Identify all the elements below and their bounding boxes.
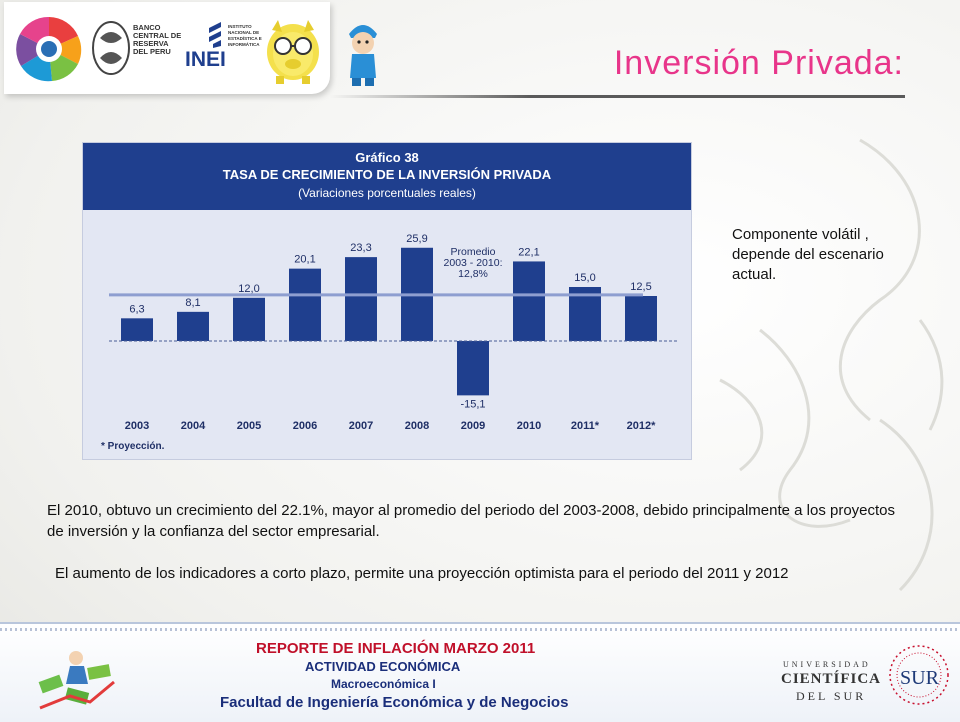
chart-value-label: 23,3 — [350, 242, 371, 254]
investment-growth-chart: Gráfico 38 TASA DE CRECIMIENTO DE LA INV… — [82, 142, 692, 460]
chart-bar — [625, 296, 657, 341]
chart-bar — [289, 268, 321, 341]
inei-mark-icon — [209, 22, 221, 48]
university-seal-icon — [889, 645, 949, 705]
chart-value-label: 22,1 — [518, 246, 539, 258]
footer-report-title: REPORTE DE INFLACIÓN MARZO 2011 — [256, 640, 536, 657]
footer-pattern — [0, 628, 960, 631]
page-title: Inversión Privada: — [613, 44, 904, 82]
chart-category-label: 2007 — [349, 420, 373, 432]
side-note: Componente volátil , depende del escenar… — [732, 226, 884, 283]
footer-section: ACTIVIDAD ECONÓMICA — [305, 659, 461, 674]
chart-subtitle: (Variaciones porcentuales reales) — [298, 186, 476, 200]
chart-average-annotation: Promedio — [451, 246, 496, 258]
chart-bar — [457, 341, 489, 396]
chart-category-label: 2004 — [181, 420, 206, 432]
chart-bar — [233, 297, 265, 341]
university-name: CIENTÍFICA — [781, 671, 882, 687]
chart-number-label: Gráfico 38 — [355, 150, 419, 165]
inei-logo-text: INEI — [185, 48, 226, 71]
chart-value-label: 25,9 — [406, 233, 427, 245]
chart-plot: 6,3 2003 8,1 2004 12,0 2005 20,1 2006 23,3 2007 25… — [101, 233, 677, 452]
inei-subtitle: INSTITUTO NACIONAL DE ESTADÍSTICA E INFO… — [228, 24, 262, 47]
chart-footnote: * Proyección. — [101, 441, 165, 452]
chart-average-annotation: 2003 - 2010: — [444, 257, 503, 269]
chart-value-label: 15,0 — [574, 272, 595, 284]
chart-category-label: 2012* — [627, 420, 656, 432]
chart-category-label: 2009 — [461, 420, 485, 432]
chart-bar — [513, 261, 545, 341]
chart-category-label: 2003 — [125, 420, 149, 432]
footer-faculty: Facultad de Ingeniería Económica y de Ne… — [220, 694, 569, 711]
piggy-bank-icon — [267, 20, 319, 84]
chart-average-annotation: 12,8% — [458, 268, 488, 280]
paragraph-2010-growth: El 2010, obtuvo un crecimiento del 22.1%… — [47, 502, 896, 540]
chart-category-label: 2005 — [237, 420, 261, 432]
colorful-logo — [16, 16, 82, 82]
university-badge-text: SUR — [900, 667, 939, 689]
bcrp-logo-text: BANCO CENTRAL DE RESERVA DEL PERU — [133, 23, 182, 56]
chart-category-label: 2011* — [571, 420, 600, 432]
chart-category-label: 2010 — [517, 420, 541, 432]
chart-category-label: 2008 — [405, 420, 429, 432]
economy-illustration-icon — [38, 651, 115, 710]
bcrp-seal-icon — [92, 21, 130, 75]
chart-bar — [177, 311, 209, 341]
chart-category-label: 2006 — [293, 420, 317, 432]
chart-bar — [345, 257, 377, 341]
chart-value-label: 6,3 — [129, 303, 144, 315]
chart-value-label: -15,1 — [460, 398, 485, 410]
chart-value-label: 8,1 — [185, 297, 200, 309]
chart-value-label: 12,0 — [238, 283, 259, 295]
university-word: UNIVERSIDAD — [783, 660, 871, 669]
logo-banner: BANCO CENTRAL DE RESERVA DEL PERU INEI I… — [4, 2, 330, 94]
footer-course: Macroeconómica I — [331, 677, 436, 691]
title-underline — [330, 95, 905, 98]
chart-bar — [121, 318, 153, 341]
paragraph-projection: El aumento de los indicadores a corto pl… — [55, 565, 789, 582]
pocoyo-character-icon — [349, 25, 377, 86]
chart-value-label: 20,1 — [294, 254, 315, 266]
chart-value-label: 12,5 — [630, 281, 651, 293]
chart-title: TASA DE CRECIMIENTO DE LA INVERSIÓN PRIV… — [222, 167, 552, 182]
chart-header: Gráfico 38 TASA DE CRECIMIENTO DE LA INV… — [83, 143, 691, 210]
university-name-sub: DEL SUR — [796, 689, 867, 703]
footer — [0, 622, 960, 722]
